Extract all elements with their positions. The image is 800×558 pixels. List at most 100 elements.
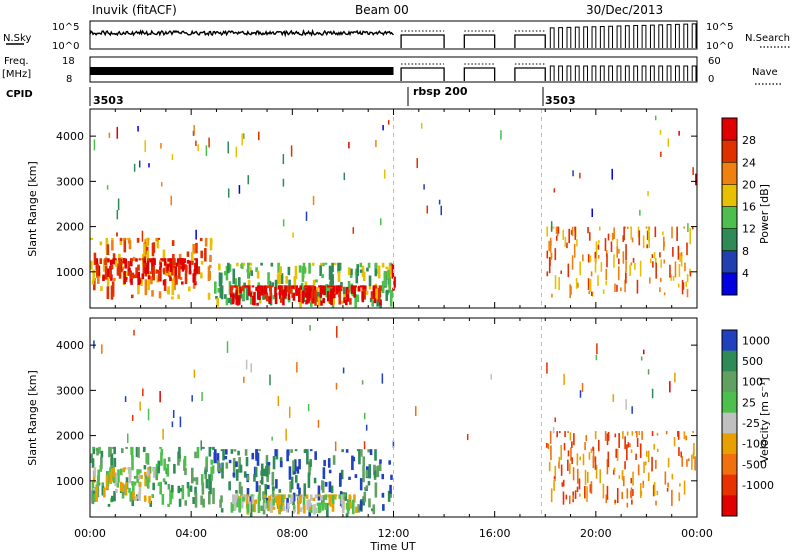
data-cell bbox=[625, 272, 627, 284]
data-cell bbox=[626, 488, 629, 499]
data-cell bbox=[251, 452, 255, 460]
data-cell bbox=[589, 484, 592, 493]
data-cell bbox=[389, 484, 392, 494]
data-cell bbox=[274, 279, 278, 291]
data-cell bbox=[692, 451, 695, 459]
data-cell bbox=[558, 277, 560, 291]
data-cell bbox=[299, 507, 303, 513]
data-cell bbox=[290, 449, 293, 453]
data-cell bbox=[255, 449, 258, 460]
data-cell bbox=[331, 262, 334, 273]
data-cell bbox=[549, 259, 551, 267]
data-cell bbox=[181, 258, 184, 262]
data-cell bbox=[205, 456, 209, 464]
data-cell bbox=[304, 285, 308, 288]
data-cell bbox=[362, 271, 366, 282]
data-cell bbox=[632, 489, 634, 496]
data-cell bbox=[125, 482, 128, 490]
data-cell bbox=[243, 376, 245, 383]
data-cell bbox=[175, 262, 179, 267]
data-cell bbox=[652, 261, 654, 268]
data-cell bbox=[589, 278, 592, 292]
data-cell bbox=[553, 476, 556, 480]
data-cell bbox=[123, 237, 126, 241]
data-cell bbox=[321, 501, 325, 511]
data-cell bbox=[640, 356, 643, 361]
data-cell bbox=[96, 448, 99, 456]
data-cell bbox=[376, 465, 380, 478]
data-cell bbox=[569, 463, 571, 474]
data-cell bbox=[553, 479, 555, 491]
data-cell bbox=[207, 292, 211, 300]
velocity-colorbar: 1000 500 100 25 -25 -100 -500 -1000 bbox=[721, 329, 774, 517]
data-cell bbox=[258, 285, 262, 290]
data-cell bbox=[618, 248, 620, 254]
data-cell bbox=[567, 431, 569, 434]
data-cell bbox=[654, 115, 657, 121]
data-cell bbox=[322, 467, 326, 480]
data-cell bbox=[680, 252, 683, 267]
data-cell bbox=[148, 163, 150, 168]
data-cell bbox=[679, 483, 681, 487]
data-cell bbox=[595, 464, 598, 479]
data-cell bbox=[288, 279, 291, 288]
data-cell bbox=[196, 446, 200, 459]
data-cell bbox=[350, 285, 354, 294]
data-cell bbox=[631, 431, 634, 436]
data-cell bbox=[130, 278, 133, 285]
nsky-label: N.Sky bbox=[3, 33, 31, 44]
power-y-axis: 1000 2000 3000 4000 bbox=[56, 109, 698, 308]
data-cell bbox=[368, 285, 372, 290]
data-cell bbox=[242, 496, 245, 502]
data-cell bbox=[301, 271, 305, 278]
data-cell bbox=[231, 285, 234, 288]
data-cell bbox=[176, 258, 180, 266]
data-cell bbox=[635, 453, 637, 460]
data-cell bbox=[128, 467, 132, 484]
data-cell bbox=[616, 238, 619, 251]
data-cell bbox=[241, 285, 245, 292]
data-cell bbox=[171, 154, 174, 161]
data-cell bbox=[500, 130, 502, 140]
data-cell bbox=[568, 495, 571, 505]
data-cell bbox=[332, 293, 336, 299]
data-cell bbox=[195, 140, 197, 146]
y-tick-label: 4000 bbox=[56, 339, 84, 352]
data-cell bbox=[92, 487, 96, 491]
data-cell bbox=[215, 296, 218, 300]
data-cell bbox=[183, 258, 186, 264]
data-cell bbox=[235, 490, 238, 494]
colorbar-tick-label: 500 bbox=[742, 355, 763, 368]
data-cell bbox=[314, 507, 318, 514]
data-cell bbox=[575, 278, 578, 289]
data-cell bbox=[649, 258, 652, 263]
freq-step bbox=[608, 65, 614, 81]
data-cell bbox=[642, 480, 645, 488]
data-cell bbox=[554, 417, 556, 423]
colorbar-segment bbox=[722, 474, 737, 496]
data-cell bbox=[271, 282, 275, 287]
data-cell bbox=[381, 262, 385, 268]
data-cell bbox=[184, 467, 187, 476]
colorbar-segment bbox=[722, 118, 737, 141]
data-cell bbox=[340, 494, 344, 501]
data-cell bbox=[331, 288, 335, 299]
freq-label: Freq. bbox=[4, 56, 29, 67]
data-cell bbox=[653, 443, 656, 450]
data-cell bbox=[251, 494, 255, 509]
data-cell bbox=[117, 469, 120, 483]
data-cell bbox=[124, 277, 128, 280]
data-cell bbox=[653, 252, 656, 259]
data-cell bbox=[679, 252, 681, 262]
colorbar-tick-label: 8 bbox=[742, 245, 749, 258]
power-colorbar-label: Power [dB] bbox=[758, 184, 771, 244]
data-cell bbox=[295, 494, 299, 497]
data-cell bbox=[251, 285, 255, 288]
data-cell bbox=[258, 449, 261, 452]
data-cell bbox=[294, 265, 298, 280]
data-cell bbox=[236, 262, 239, 267]
data-cell bbox=[303, 504, 306, 514]
data-cell bbox=[284, 285, 287, 297]
data-cell bbox=[324, 502, 328, 511]
data-cell bbox=[616, 487, 619, 504]
